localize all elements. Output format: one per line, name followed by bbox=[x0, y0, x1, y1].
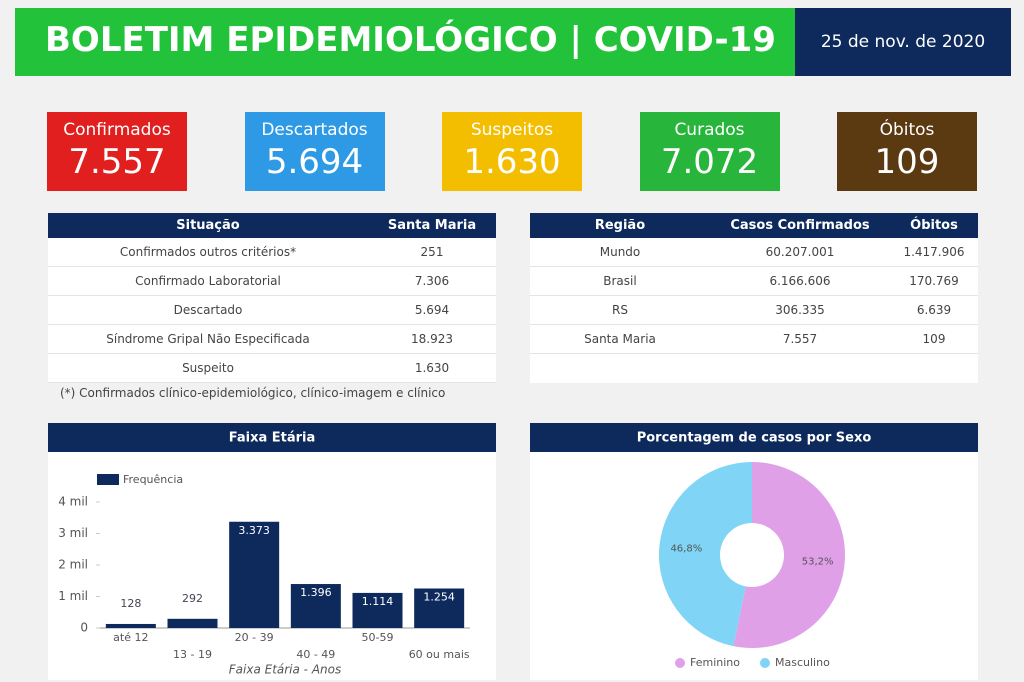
y-tick-label: 0 bbox=[80, 621, 88, 635]
column-header: Santa Maria bbox=[387, 218, 477, 233]
column-header: Casos Confirmados bbox=[730, 218, 870, 233]
value-label: 3.373 bbox=[238, 524, 270, 537]
table-body bbox=[530, 238, 978, 383]
value-label: 128 bbox=[120, 597, 141, 610]
bar bbox=[414, 588, 465, 628]
x-tick-label: 20 - 39 bbox=[235, 631, 274, 644]
table-cell: 5.694 bbox=[414, 303, 450, 317]
table-cell: 7.557 bbox=[782, 332, 818, 346]
panel-header bbox=[530, 423, 978, 452]
table-cell: 6.639 bbox=[916, 303, 952, 317]
table-cell: Confirmado Laboratorial bbox=[135, 274, 281, 288]
card-label: Descartados bbox=[261, 120, 368, 140]
table-cell: 1.630 bbox=[414, 361, 450, 375]
table-cell: 251 bbox=[420, 245, 444, 259]
table-cell: 18.923 bbox=[411, 332, 453, 346]
column-header: Região bbox=[594, 218, 646, 233]
bar bbox=[167, 618, 218, 628]
stat-card bbox=[47, 112, 187, 191]
x-tick-label: 50-59 bbox=[362, 631, 394, 644]
legend-label: Frequência bbox=[123, 473, 183, 486]
table-cell: 60.207.001 bbox=[765, 245, 835, 259]
table-cell: 7.306 bbox=[414, 274, 450, 288]
stat-card bbox=[639, 112, 780, 191]
table-cell: RS bbox=[612, 303, 628, 317]
table-cell: Suspeito bbox=[182, 361, 234, 375]
card-value: 5.694 bbox=[265, 142, 364, 182]
card-value: 7.072 bbox=[660, 142, 759, 182]
header-bar: BOLETIM EPIDEMIOLÓGICO | COVID-19 bbox=[15, 8, 795, 76]
table-header bbox=[530, 213, 978, 238]
stat-card bbox=[442, 112, 582, 191]
value-label: 1.396 bbox=[300, 586, 332, 599]
table-cell: 6.166.606 bbox=[769, 274, 831, 288]
legend-swatch bbox=[97, 474, 119, 485]
table-cell: Confirmados outros critérios* bbox=[119, 245, 297, 259]
y-tick-label: 1 mil bbox=[58, 589, 88, 603]
header-date: 25 de nov. de 2020 bbox=[795, 8, 1011, 76]
bar bbox=[290, 584, 341, 628]
bar bbox=[105, 623, 156, 628]
row-line bbox=[530, 295, 978, 296]
table-note: (*) Confirmados clínico-epidemiológico, … bbox=[60, 386, 446, 400]
legend-swatch bbox=[760, 658, 770, 668]
row-line bbox=[530, 353, 978, 354]
bar bbox=[352, 592, 403, 628]
table-cell: 170.769 bbox=[909, 274, 959, 288]
table-body bbox=[48, 238, 496, 383]
card-label: Suspeitos bbox=[470, 120, 554, 140]
card-value: 1.630 bbox=[463, 142, 561, 182]
card-label: Confirmados bbox=[63, 120, 171, 140]
header-title: BOLETIM EPIDEMIOLÓGICO | COVID-19 bbox=[45, 20, 776, 60]
x-tick-label: 13 - 19 bbox=[173, 648, 212, 661]
x-axis-label: Faixa Etária - Anos bbox=[229, 663, 342, 677]
row-line bbox=[530, 324, 978, 325]
table-cell: 306.335 bbox=[775, 303, 825, 317]
y-tick-label: 2 mil bbox=[58, 558, 88, 572]
bar bbox=[229, 521, 280, 628]
table-cell: Mundo bbox=[599, 245, 641, 259]
legend-label: Masculino bbox=[775, 656, 830, 669]
stat-card bbox=[244, 112, 385, 191]
row-line bbox=[48, 295, 496, 296]
pie-slice bbox=[733, 462, 846, 648]
row-line bbox=[48, 353, 496, 354]
table-cell: Descartado bbox=[173, 303, 243, 317]
legend-swatch bbox=[675, 658, 685, 668]
column-header: Óbitos bbox=[910, 218, 958, 233]
chart-title: Porcentagem de casos por Sexo bbox=[637, 431, 872, 446]
x-tick-label: 40 - 49 bbox=[296, 648, 335, 661]
x-tick-label: 60 ou mais bbox=[409, 648, 470, 661]
panel-header bbox=[48, 423, 496, 452]
table-cell: 1.417.906 bbox=[903, 245, 965, 259]
row-line bbox=[48, 382, 496, 383]
card-value: 109 bbox=[874, 142, 940, 182]
legend-label: Feminino bbox=[690, 656, 740, 669]
stat-card bbox=[837, 112, 977, 191]
x-tick-label: até 12 bbox=[113, 631, 148, 644]
table-cell: Brasil bbox=[603, 274, 637, 288]
card-label: Curados bbox=[674, 120, 745, 140]
pie-slice bbox=[659, 462, 752, 647]
value-label: 1.114 bbox=[362, 595, 394, 608]
column-header: Situação bbox=[176, 218, 240, 233]
row-line bbox=[48, 266, 496, 267]
value-label: 1.254 bbox=[423, 590, 455, 603]
row-line bbox=[48, 324, 496, 325]
table-header bbox=[48, 213, 496, 238]
y-tick-label: 4 mil bbox=[58, 495, 88, 509]
card-value: 7.557 bbox=[68, 142, 166, 182]
card-label: Óbitos bbox=[879, 120, 935, 140]
chart-title: Faixa Etária bbox=[229, 431, 316, 446]
value-label: 53,2% bbox=[802, 557, 834, 568]
table-cell: Síndrome Gripal Não Especificada bbox=[106, 332, 310, 346]
y-tick-label: 3 mil bbox=[58, 526, 88, 540]
value-label: 46,8% bbox=[670, 543, 702, 554]
table-cell: Santa Maria bbox=[584, 332, 656, 346]
value-label: 292 bbox=[182, 592, 203, 605]
row-line bbox=[530, 266, 978, 267]
table-cell: 109 bbox=[922, 332, 946, 346]
